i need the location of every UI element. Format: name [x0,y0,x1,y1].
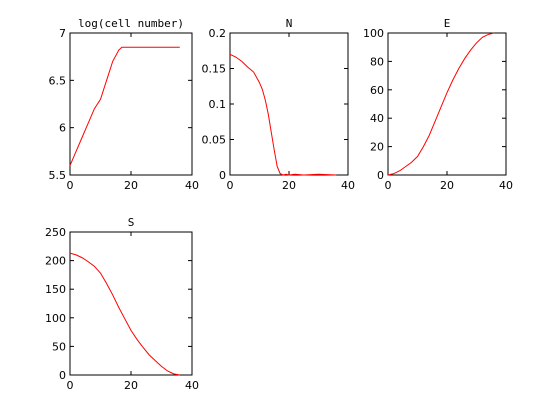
chart-title: S [128,216,135,229]
axes-frame [69,32,193,176]
chart-title: N [286,17,293,30]
y-tick-label: 40 [370,112,384,125]
axes-frame [229,32,349,176]
y-tick-label: 6 [59,122,66,135]
x-tick-label: 40 [185,179,199,192]
y-tick-label: 6.5 [49,74,67,87]
x-tick-label: 20 [282,179,296,192]
y-tick-label: 100 [45,312,66,325]
series-line [69,252,180,376]
y-tick-label: 150 [45,283,66,296]
series-line [69,46,180,166]
y-tick-label: 100 [363,27,384,40]
y-tick-label: 20 [370,141,384,154]
plot-panel-e: E 0 20 40 0 20 40 60 80 100 [363,17,513,192]
x-tick-label: 40 [185,379,199,392]
y-tick-label: 0.05 [202,134,227,147]
y-tick-label: 0.1 [209,98,227,111]
axes-frame [69,231,193,376]
x-tick-label: 0 [67,179,74,192]
y-tick-label: 0 [219,169,226,182]
axes-frame [387,32,507,176]
y-tick-label: 250 [45,226,66,239]
y-tick-label: 7 [59,27,66,40]
x-tick-label: 40 [341,179,355,192]
chart-title: log(cell number) [78,17,184,30]
plot-panel-log-cell-number: log(cell number) 0 20 40 5.5 6 6.5 7 [49,17,200,192]
y-tick-label: 50 [52,340,66,353]
y-tick-label: 0 [59,369,66,382]
x-tick-label: 0 [385,179,392,192]
y-tick-label: 0.2 [209,27,227,40]
y-tick-label: 0.15 [202,63,227,76]
x-tick-label: 20 [124,179,138,192]
x-tick-label: 20 [440,179,454,192]
x-tick-label: 20 [124,379,138,392]
y-tick-label: 5.5 [49,169,67,182]
y-tick-label: 0 [377,169,384,182]
y-tick-label: 200 [45,255,66,268]
x-tick-label: 40 [499,179,513,192]
x-tick-label: 0 [67,379,74,392]
plot-panel-s: S 0 20 40 0 50 100 150 200 250 [45,216,199,392]
series-line [387,32,495,176]
chart-title: E [444,17,451,30]
plot-panel-n: N 0 20 40 0 0.05 0.1 0.15 0.2 [202,17,356,192]
y-tick-label: 80 [370,55,384,68]
x-tick-label: 0 [227,179,234,192]
y-tick-label: 60 [370,84,384,97]
series-line [229,53,337,176]
